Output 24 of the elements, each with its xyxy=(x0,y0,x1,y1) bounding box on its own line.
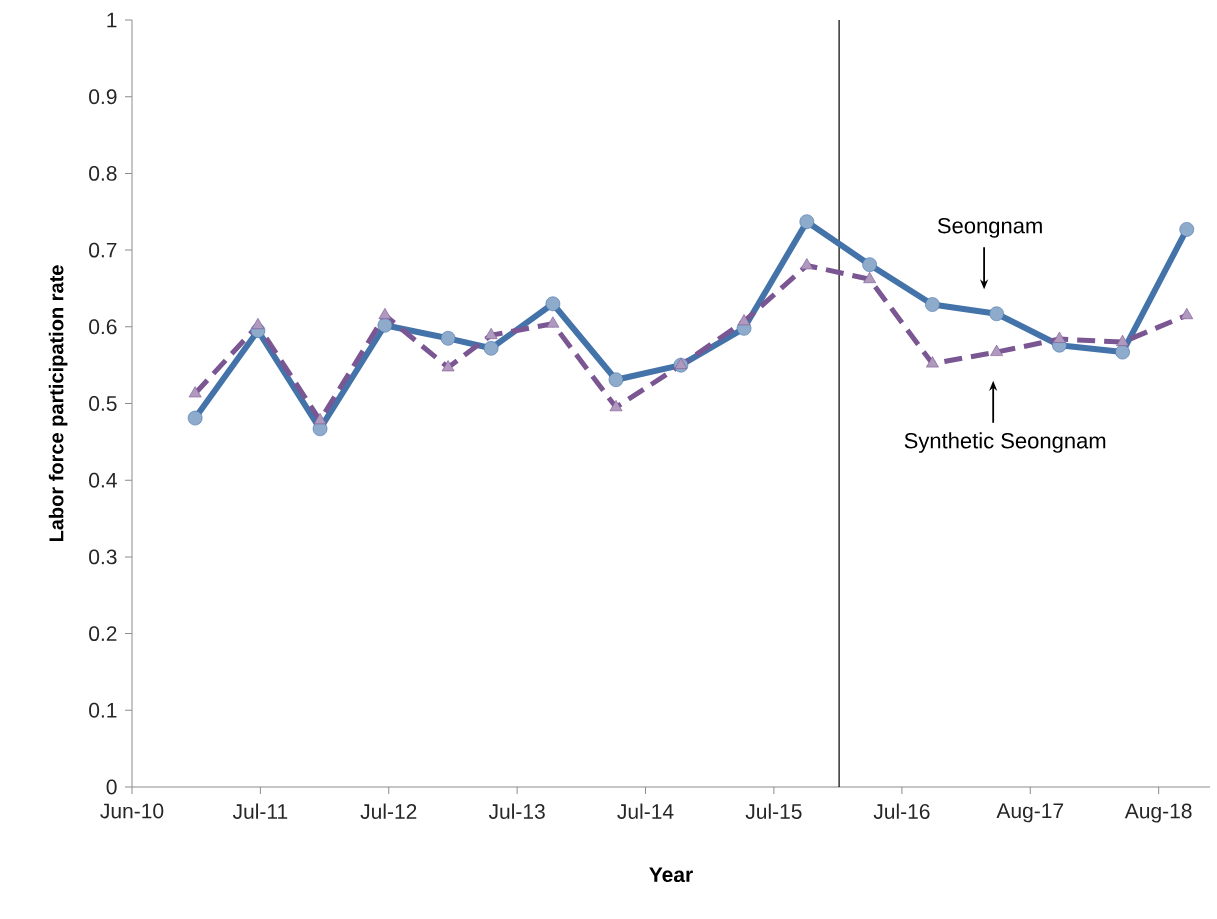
annotation: Seongnam xyxy=(937,217,1042,238)
x-tick-label: Jul-12 xyxy=(360,803,417,819)
x-tick-label: Aug-17 xyxy=(996,803,1064,823)
y-tick-label: 1 xyxy=(107,12,117,28)
x-tick-label: Jul-14 xyxy=(617,803,674,819)
x-tick-label: Jul-15 xyxy=(745,803,802,819)
y-tick-label: 0 xyxy=(106,779,117,795)
y-tick-label: 0.4 xyxy=(89,472,117,488)
y-tick-label: 0.5 xyxy=(89,396,117,411)
y-axis-title: Labor force participation rate xyxy=(48,265,68,542)
x-axis-title: Year xyxy=(649,867,693,883)
annotation: Synthetic Seongnam xyxy=(904,432,1106,453)
y-tick-label: 0.1 xyxy=(89,702,117,718)
x-tick-label: Jun-10 xyxy=(100,803,164,819)
y-tick-label: 0.7 xyxy=(89,242,117,258)
x-tick-label: Jul-16 xyxy=(873,803,930,819)
y-tick-label: 0.9 xyxy=(89,89,117,105)
x-tick-label: Jul-11 xyxy=(232,803,288,819)
y-tick-label: 0.8 xyxy=(89,165,117,181)
x-tick-label: Aug-18 xyxy=(1124,803,1192,823)
y-tick-label: 0.3 xyxy=(89,549,117,565)
x-tick-label: Jul-13 xyxy=(488,803,545,819)
y-tick-label: 0.6 xyxy=(89,319,117,335)
y-tick-label: 0.2 xyxy=(89,626,117,642)
